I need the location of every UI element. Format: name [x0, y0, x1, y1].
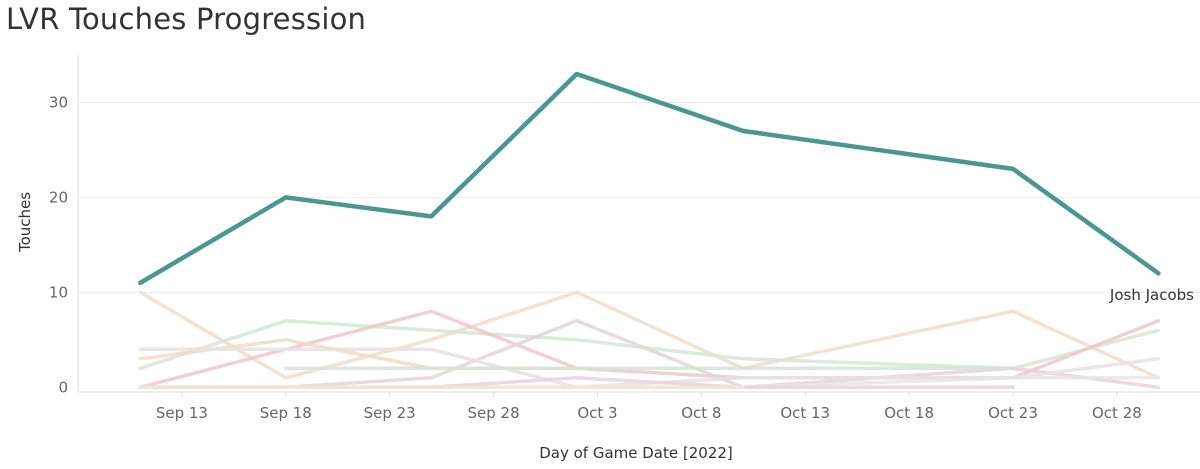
y-tick-label: 20: [49, 188, 68, 206]
y-tick-label: 30: [49, 93, 68, 111]
background-series: [138, 290, 1161, 390]
y-tick-label: 0: [58, 378, 68, 396]
y-tick-label: 10: [49, 283, 68, 301]
x-tick-label: Sep 18: [260, 404, 312, 422]
x-tick-label: Oct 18: [884, 404, 934, 422]
y-axis-title: Touches: [16, 192, 34, 253]
chart-title: LVR Touches Progression: [6, 2, 367, 36]
x-tick-label: Oct 8: [681, 404, 721, 422]
x-tick-label: Oct 28: [1092, 404, 1142, 422]
x-tick-label: Sep 28: [467, 404, 519, 422]
y-tick-labels: 0 10 20 30: [49, 93, 68, 396]
highlight-series: [138, 71, 1161, 286]
gridlines: [78, 101, 1200, 293]
x-tick-label: Oct 3: [577, 404, 617, 422]
x-tick-labels: Sep 13 Sep 18 Sep 23 Sep 28 Oct 3 Oct 8 Oct 13…: [156, 392, 1142, 422]
x-tick-label: Sep 13: [156, 404, 208, 422]
series-line-background: [138, 290, 1161, 380]
series-line-background: [138, 319, 1161, 371]
x-tick-label: Sep 23: [364, 404, 416, 422]
x-tick-label: Oct 13: [780, 404, 830, 422]
series-label-highlight: Josh Jacobs: [1109, 286, 1194, 304]
series-line-josh-jacobs[interactable]: [138, 71, 1161, 286]
x-tick-label: Oct 23: [988, 404, 1038, 422]
x-axis-title: Day of Game Date [2022]: [539, 444, 733, 462]
